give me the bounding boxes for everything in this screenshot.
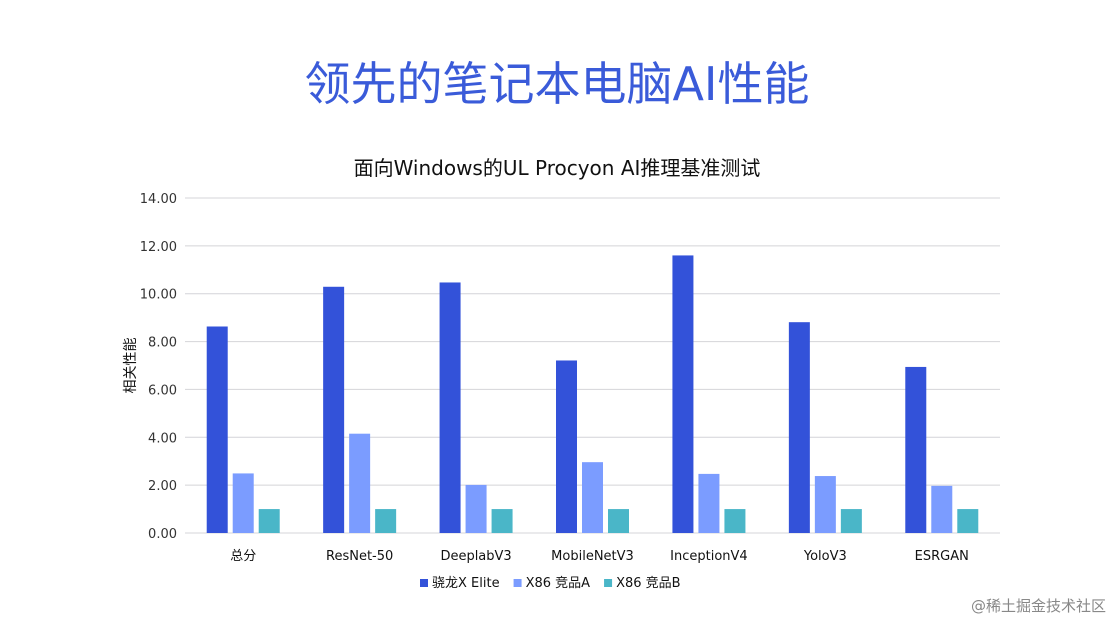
y-tick-label: 14.00: [140, 192, 177, 207]
x-tick-label: YoloV3: [803, 549, 847, 564]
bar-3: [957, 509, 979, 533]
y-tick-label: 12.00: [140, 240, 177, 255]
y-tick-label: 8.00: [148, 336, 177, 351]
bar-3: [840, 509, 862, 533]
bar-1: [556, 360, 577, 533]
bar-3: [608, 509, 629, 533]
bar-2: [931, 485, 953, 533]
y-tick-label: 2.00: [148, 479, 177, 494]
bar-2: [232, 473, 254, 533]
bar-2: [465, 484, 487, 533]
bar-1: [905, 366, 927, 533]
bar-2: [349, 433, 371, 533]
x-tick-label: ResNet-50: [326, 549, 393, 564]
x-tick-label: InceptionV4: [670, 549, 748, 564]
x-tick-label: 总分: [230, 549, 256, 564]
bar-2: [582, 462, 603, 533]
legend-label: X86 竞品A: [526, 575, 591, 591]
bar-2: [698, 473, 720, 533]
y-tick-label: 10.00: [140, 288, 177, 303]
y-tick-label: 0.00: [148, 527, 177, 542]
bar-3: [375, 509, 397, 533]
bar-3: [258, 509, 280, 533]
x-tick-label: ESRGAN: [915, 549, 969, 564]
y-tick-label: 6.00: [148, 383, 177, 398]
watermark: @稀土掘金技术社区: [970, 597, 1106, 615]
chart-title: 面向Windows的UL Procyon AI推理基准测试: [353, 156, 761, 180]
bar-3: [724, 509, 746, 533]
bar-1: [788, 322, 810, 533]
bar-3: [491, 509, 513, 533]
bar-2: [814, 476, 836, 533]
y-tick-label: 4.00: [148, 431, 177, 446]
bar-1: [439, 282, 461, 533]
x-tick-label: MobileNetV3: [551, 549, 634, 564]
legend-swatch: [420, 579, 428, 587]
legend-swatch: [604, 579, 613, 587]
legend-label: 骁龙X Elite: [432, 576, 500, 591]
main-title: 领先的笔记本电脑AI性能: [304, 57, 810, 111]
x-tick-label: DeeplabV3: [440, 549, 511, 564]
legend-label: X86 竞品B: [616, 575, 681, 591]
y-axis-label: 相关性能: [123, 338, 139, 394]
bar-1: [206, 326, 228, 533]
bar-1: [672, 255, 694, 533]
legend-swatch: [513, 579, 522, 587]
bar-1: [323, 286, 345, 533]
